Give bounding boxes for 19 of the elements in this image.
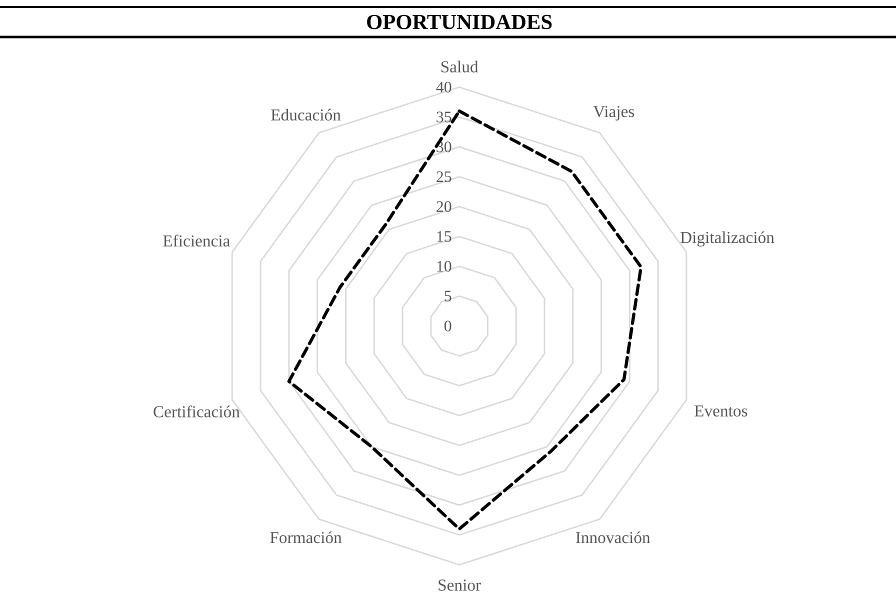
y-tick-label: 20 xyxy=(436,201,452,212)
chart-title: OPORTUNIDADES xyxy=(367,14,552,30)
y-tick-label: 5 xyxy=(444,290,452,302)
spoke-label: Innovación xyxy=(576,531,650,544)
y-tick-label: 0 xyxy=(444,320,452,332)
y-tick-label: 35 xyxy=(436,112,452,122)
y-tick-label: 15 xyxy=(437,231,452,242)
spoke-label: Senior xyxy=(438,580,481,591)
spoke-label: Viajes xyxy=(593,106,634,121)
spoke-label: Certificación xyxy=(154,405,240,418)
y-tick-label: 25 xyxy=(436,171,452,182)
spoke-label: Formación xyxy=(270,531,342,544)
spoke-label: Educación xyxy=(271,108,341,121)
spoke-label: Eficiencia xyxy=(163,234,230,247)
spoke-label: Digitalización xyxy=(680,231,774,247)
spoke-label: Eventos xyxy=(694,405,748,417)
y-tick-label: 10 xyxy=(437,260,452,272)
y-tick-label: 40 xyxy=(436,82,452,93)
spoke-label: Salud xyxy=(441,60,478,72)
